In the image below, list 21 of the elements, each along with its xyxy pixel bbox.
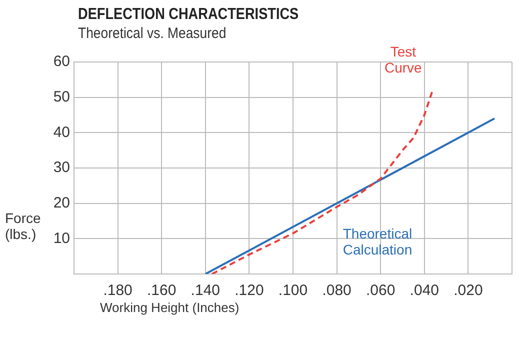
x-tick-label: .080: [322, 282, 352, 300]
x-tick-label: .160: [147, 282, 176, 300]
series-label: Theoretical Calculation: [342, 226, 412, 258]
y-tick-label: 30: [53, 159, 70, 176]
y-tick-label: 40: [53, 124, 70, 141]
x-tick-label: .120: [234, 282, 264, 300]
series-label: Test Curve: [384, 44, 422, 76]
x-tick-label: .060: [366, 282, 396, 300]
chart-title: DEFLECTION CHARACTERISTICS: [78, 6, 299, 24]
x-tick-label: .180: [103, 282, 132, 300]
x-tick-label: .040: [410, 282, 439, 300]
y-tick-label: 20: [53, 194, 70, 212]
x-axis-title: Working Height (Inches): [100, 300, 240, 315]
y-tick-label: 60: [53, 53, 70, 70]
y-axis-title: Force (lbs.): [5, 210, 42, 242]
y-tick-label: 10: [53, 230, 70, 247]
x-tick-label: .020: [454, 282, 483, 300]
y-tick-label: 50: [53, 88, 70, 106]
x-tick-label: .140: [190, 282, 220, 300]
chart-subtitle: Theoretical vs. Measured: [78, 25, 226, 42]
x-tick-label: .100: [278, 282, 308, 300]
